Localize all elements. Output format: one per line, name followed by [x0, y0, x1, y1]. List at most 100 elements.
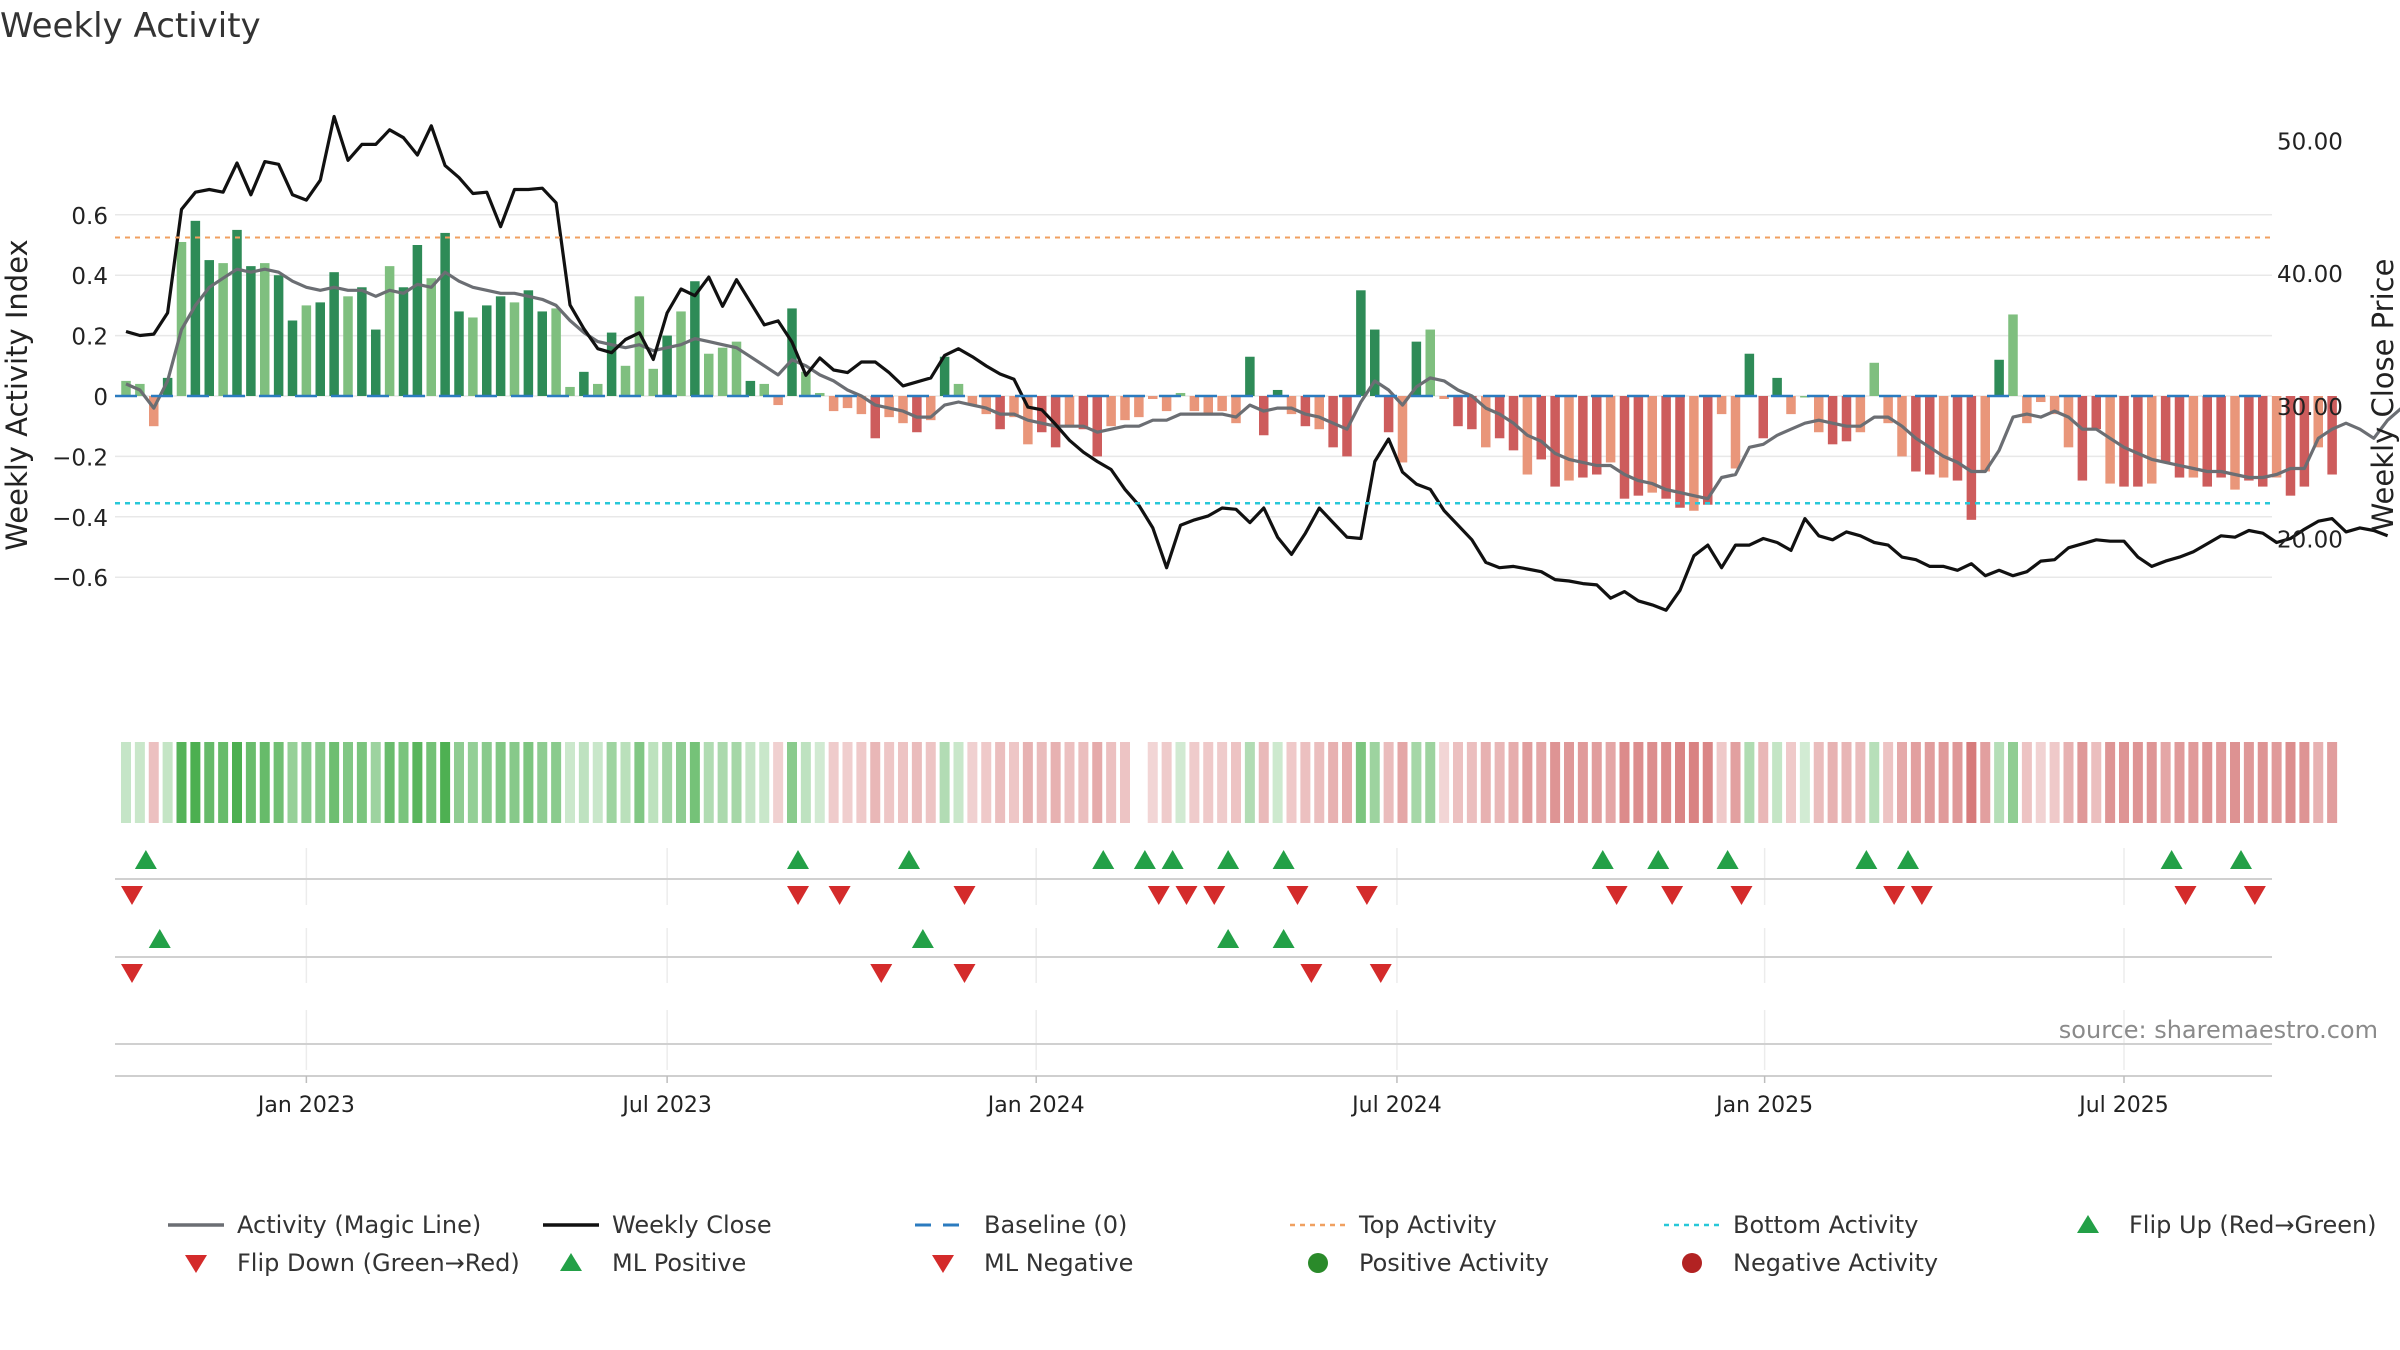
strip-cell — [1605, 742, 1616, 823]
strip-cell — [1425, 742, 1436, 823]
strip-cell — [1924, 742, 1935, 823]
legend-label: Activity (Magic Line) — [237, 1211, 481, 1239]
x-tick-label: Jul 2024 — [1350, 1093, 1442, 1118]
strip-cell — [842, 742, 853, 823]
x-tick-label: Jan 2025 — [1714, 1093, 1813, 1118]
strip-cell — [1897, 742, 1907, 823]
strip-cell — [1688, 742, 1699, 823]
strip-cell — [967, 742, 978, 823]
y2-tick-label: 40.00 — [2277, 262, 2343, 288]
activity-bar — [676, 311, 686, 396]
strip-cell — [454, 742, 464, 823]
strip-cell — [1910, 742, 1921, 823]
ml-negative-marker — [1369, 964, 1392, 983]
flip-down-marker — [1910, 886, 1933, 905]
activity-bar — [398, 287, 409, 396]
strip-cell — [2077, 742, 2088, 823]
weekly-close-line — [125, 114, 2389, 612]
strip-cell — [1952, 742, 1963, 823]
activity-bar — [454, 311, 464, 396]
activity-bar — [162, 377, 173, 396]
activity-bar — [2271, 396, 2282, 478]
strip-cell — [343, 742, 353, 823]
legend-item: Top Activity — [1290, 1211, 1497, 1239]
strip-cell — [273, 742, 284, 823]
activity-bar — [1314, 396, 1324, 430]
activity-bar — [1175, 392, 1186, 396]
activity-bar — [495, 296, 506, 396]
activity-bar — [1550, 396, 1560, 487]
strip-cell — [1869, 742, 1880, 823]
activity-bar — [246, 266, 256, 396]
legend-item: ML Positive — [560, 1249, 746, 1277]
ml-positive-marker — [911, 929, 934, 948]
activity-bar — [1120, 396, 1130, 421]
y2-tick-label: 30.00 — [2277, 395, 2343, 421]
activity-bar — [537, 311, 547, 396]
strip-cell — [856, 742, 867, 823]
strip-cell — [884, 742, 895, 823]
activity-bar — [149, 396, 159, 427]
strip-cell — [1272, 742, 1283, 823]
y-tick-label: −0.6 — [52, 566, 108, 592]
activity-bar — [1050, 396, 1061, 448]
activity-bar — [870, 396, 880, 439]
strip-cell — [2091, 742, 2102, 823]
activity-bar — [121, 380, 131, 396]
strip-cell — [1675, 742, 1685, 823]
strip-cell — [523, 742, 534, 823]
legend-label: Flip Down (Green→Red) — [237, 1249, 520, 1277]
legend-label: Baseline (0) — [984, 1211, 1127, 1239]
activity-bar — [218, 263, 228, 396]
series-lines — [125, 114, 2400, 612]
strip-cell — [1730, 742, 1741, 823]
activity-bar — [1148, 396, 1158, 400]
activity-bar — [2188, 396, 2199, 478]
strip-cell — [648, 742, 659, 823]
ml-positive-marker — [1217, 929, 1240, 948]
flip-down-marker — [1661, 886, 1684, 905]
strip-cell — [1106, 742, 1117, 823]
y-tick-label: −0.4 — [52, 506, 108, 532]
y-tick-label: −0.2 — [52, 445, 108, 471]
activity-bar — [273, 275, 284, 396]
y-tick-label: 0.4 — [71, 264, 108, 290]
activity-bar — [2091, 396, 2101, 430]
strip-cell — [2049, 742, 2060, 823]
strip-cell — [1966, 742, 1977, 823]
strip-cell — [1619, 742, 1630, 823]
flip-up-marker — [787, 850, 809, 869]
activity-bar — [1189, 396, 1200, 412]
legend-label: ML Positive — [612, 1249, 746, 1277]
strip-cell — [1439, 742, 1450, 823]
activity-bar — [1758, 396, 1768, 439]
activity-bar — [1883, 396, 1893, 424]
activity-bar — [329, 272, 339, 396]
activity-bar — [1633, 396, 1644, 496]
strip-cell — [2313, 742, 2324, 823]
strip-cell — [2299, 742, 2310, 823]
activity-bar — [357, 287, 367, 396]
x-tick-label: Jul 2025 — [2077, 1093, 2169, 1118]
strip-cell — [1286, 742, 1297, 823]
activity-bar — [606, 332, 617, 396]
flip-up-marker — [1161, 850, 1184, 869]
strip-cell — [703, 742, 714, 823]
strip-cell — [898, 742, 908, 823]
strip-cell — [1203, 742, 1214, 823]
strip-cell — [370, 742, 381, 823]
strip-cell — [606, 742, 617, 823]
y-tick-label: 0.2 — [71, 325, 108, 351]
flip-up-marker — [898, 850, 920, 869]
legend-label: Negative Activity — [1733, 1249, 1938, 1277]
strip-cell — [565, 742, 575, 823]
strip-cell — [2035, 742, 2046, 823]
x-tick-label: Jan 2024 — [986, 1093, 1085, 1118]
y2-tick-label: 20.00 — [2277, 528, 2343, 554]
activity-bar — [828, 396, 839, 412]
strip-cell — [315, 742, 326, 823]
legend-swatch — [2077, 1215, 2099, 1233]
activity-bar — [1564, 396, 1574, 481]
activity-bar — [1259, 396, 1269, 436]
